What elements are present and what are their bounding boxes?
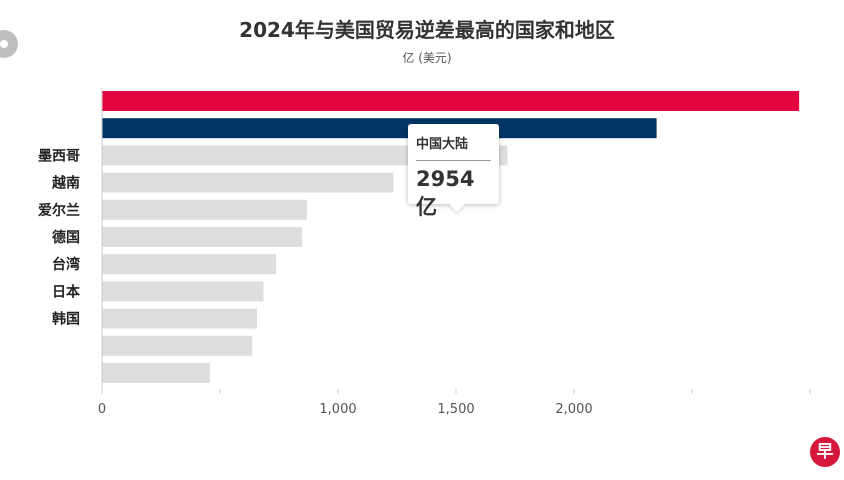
category-label-5: 德国	[52, 229, 80, 246]
tooltip-divider	[416, 160, 491, 161]
zaobao-logo-icon: 早	[810, 437, 840, 467]
bar-3[interactable]	[102, 172, 394, 193]
bar-4[interactable]	[102, 199, 307, 220]
tooltip: 中国大陆 2954亿	[408, 124, 499, 219]
bar-8[interactable]	[102, 308, 258, 329]
chart-title: 2024年与美国贸易逆差最高的国家和地区	[239, 18, 615, 42]
category-label-4: 爱尔兰	[38, 202, 80, 219]
bar-0[interactable]	[102, 91, 800, 111]
chart-subtitle: 亿 (美元)	[402, 51, 452, 65]
x-tick-label-0: 0	[98, 402, 106, 417]
category-label-6: 台湾	[52, 256, 80, 273]
map-pin-icon	[0, 30, 18, 58]
bar-7[interactable]	[102, 281, 264, 302]
tooltip-value: 2954亿	[416, 167, 475, 219]
x-tick-label-3: 1,500	[437, 402, 474, 417]
category-label-8: 韩国	[52, 311, 80, 328]
bar-1[interactable]	[102, 118, 657, 139]
tooltip-name: 中国大陆	[416, 137, 469, 152]
category-label-7: 日本	[52, 283, 81, 300]
category-label-2: 墨西哥	[38, 148, 80, 164]
x-tick-label-4: 2,000	[555, 402, 592, 417]
bar-5[interactable]	[102, 227, 303, 247]
bar-2[interactable]	[102, 145, 508, 166]
x-tick-label-2: 1,000	[319, 402, 356, 417]
bar-6[interactable]	[102, 254, 277, 275]
bar-10[interactable]	[102, 363, 210, 383]
category-label-3: 越南	[51, 175, 80, 192]
bar-9[interactable]	[102, 335, 253, 356]
